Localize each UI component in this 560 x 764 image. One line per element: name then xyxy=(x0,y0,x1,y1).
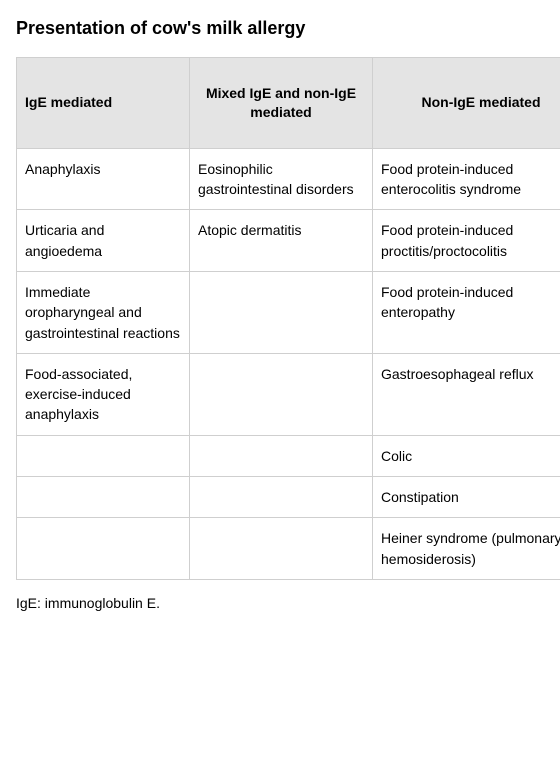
table-row: Constipation xyxy=(17,477,560,518)
cell: Anaphylaxis xyxy=(17,148,190,210)
col-header-nonige: Non-IgE mediated xyxy=(373,58,560,149)
table-row: Heiner syndrome (pulmonary hemosiderosis… xyxy=(17,518,560,580)
table-row: Anaphylaxis Eosinophilic gastrointestina… xyxy=(17,148,560,210)
cell: Atopic dermatitis xyxy=(190,210,373,272)
cell: Food protein-induced proctitis/proctocol… xyxy=(373,210,560,272)
table-row: Colic xyxy=(17,435,560,476)
table-row: Urticaria and angioedema Atopic dermatit… xyxy=(17,210,560,272)
table-header-row: IgE mediated Mixed IgE and non-IgE media… xyxy=(17,58,560,149)
col-header-ige: IgE mediated xyxy=(17,58,190,149)
footnote: IgE: immunoglobulin E. xyxy=(16,594,544,614)
cell xyxy=(17,518,190,580)
cell xyxy=(190,435,373,476)
cell: Food protein-induced enterocolitis syndr… xyxy=(373,148,560,210)
cell xyxy=(190,353,373,435)
cma-presentation-table: IgE mediated Mixed IgE and non-IgE media… xyxy=(16,57,560,580)
cell xyxy=(17,477,190,518)
cell: Immediate oropharyngeal and gastrointest… xyxy=(17,271,190,353)
cell: Eosinophilic gastrointestinal disorders xyxy=(190,148,373,210)
cell: Colic xyxy=(373,435,560,476)
cell xyxy=(190,477,373,518)
cell xyxy=(17,435,190,476)
table-row: Food-associated, exercise-induced anaphy… xyxy=(17,353,560,435)
cell xyxy=(190,271,373,353)
table-row: Immediate oropharyngeal and gastrointest… xyxy=(17,271,560,353)
col-header-mixed: Mixed IgE and non-IgE mediated xyxy=(190,58,373,149)
cell: Constipation xyxy=(373,477,560,518)
cell: Urticaria and angioedema xyxy=(17,210,190,272)
cell: Food-associated, exercise-induced anaphy… xyxy=(17,353,190,435)
cell: Gastroesophageal reflux xyxy=(373,353,560,435)
cell: Heiner syndrome (pulmonary hemosiderosis… xyxy=(373,518,560,580)
cell xyxy=(190,518,373,580)
page-title: Presentation of cow's milk allergy xyxy=(16,18,544,39)
cell: Food protein-induced enteropathy xyxy=(373,271,560,353)
